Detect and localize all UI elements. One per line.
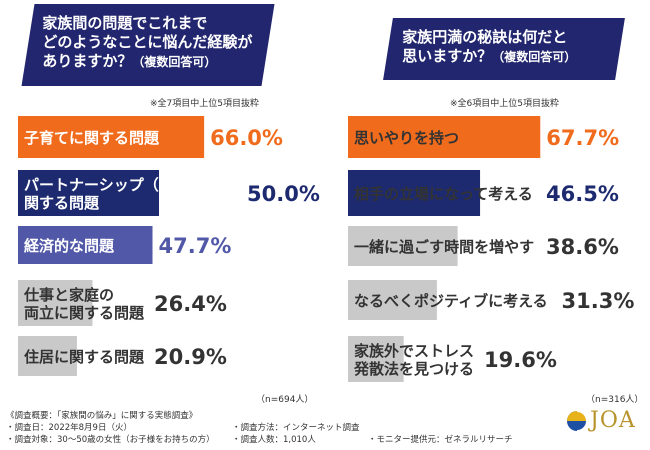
category-label: 仕事と家庭の両立に関する問題 [23,286,145,322]
footer-col3: ・モニター提供元：ゼネラルリサーチ [368,434,513,446]
category-label-line: 相手の立場になって考える [354,185,533,203]
bar [18,170,159,216]
category-label: 経済的な問題 [24,237,115,255]
category-label-line: 関する問題 [24,194,100,212]
footer-line: ・調査人数：1,010人 [232,435,316,445]
value-label: 38.6% [546,235,619,259]
value-label: 26.4% [154,292,227,316]
category-label: 思いやりを持つ [354,129,459,147]
value-label: 66.0% [210,126,283,150]
footer-line: ・モニター提供元：ゼネラルリサーチ [368,435,513,445]
category-label-line: 住居に関する問題 [24,348,145,366]
bar [348,226,458,266]
value-label: 31.3% [562,289,635,313]
category-label-line: 発散法を見つける [353,360,474,378]
footer-line: 《調査概要：「家族間の悩み」に関する実態調査》 [6,411,198,421]
bar [18,226,153,264]
bar [348,280,437,320]
bar [18,116,205,158]
category-label-line: なるべくポジティブに考える [354,292,548,310]
category-label: パートナーシップ（夫婦間）に関する問題 [24,176,234,212]
value-label: 47.7% [159,234,232,258]
category-label: なるべくポジティブに考える [354,292,548,310]
bar [348,116,541,158]
bar [18,336,77,376]
category-label: 相手の立場になって考える [354,185,533,203]
right-note: ※全6項目中上位5項目抜粋 [450,99,559,109]
logo-mark-icon [567,409,588,432]
category-label-line: 経済的な問題 [24,237,115,255]
left-note: ※全7項目中上位5項目抜粋 [150,99,259,109]
left-n-label: （n=694人） [256,395,314,405]
value-label: 20.9% [154,345,227,369]
value-label: 50.0% [247,182,320,206]
footer-line: ・調査日：2022年8月9日（火） [6,423,132,433]
category-label-line: 子育てに関する問題 [24,129,160,147]
footer-col2: ・調査方法：インターネット調査 ・調査人数：1,010人 [232,422,360,446]
category-label: 子育てに関する問題 [24,129,160,147]
category-label-line: 仕事と家庭の [23,286,114,304]
value-label: 46.5% [546,182,619,206]
category-label: 一緒に過ごす時間を増やす [354,238,534,256]
bar [348,336,404,382]
bar [18,280,93,326]
category-label-line: 一緒に過ごす時間を増やす [354,238,534,256]
footer-line: ・調査対象：30〜50歳の女性（お子様をお持ちの方） [6,435,215,445]
category-label-line: 家族外でストレス [354,342,474,360]
logo-text: JOA [590,408,636,433]
value-label: 67.7% [546,126,619,150]
category-label: 住居に関する問題 [24,348,145,366]
footer-line: ・調査方法：インターネット調査 [232,423,360,433]
right-n-label: （n=316人） [586,395,644,405]
category-label-line: 両立に関する問題 [24,304,145,322]
bar [348,170,481,216]
category-label-line: パートナーシップ（夫婦間）に [24,176,234,194]
category-label: 家族外でストレス発散法を見つける [353,342,474,378]
category-label-line: 思いやりを持つ [354,129,459,147]
footer-col1: 《調査概要：「家族間の悩み」に関する実態調査》 ・調査日：2022年8月9日（火… [6,410,215,446]
logo: JOA [566,408,636,433]
value-label: 19.6% [484,348,557,372]
